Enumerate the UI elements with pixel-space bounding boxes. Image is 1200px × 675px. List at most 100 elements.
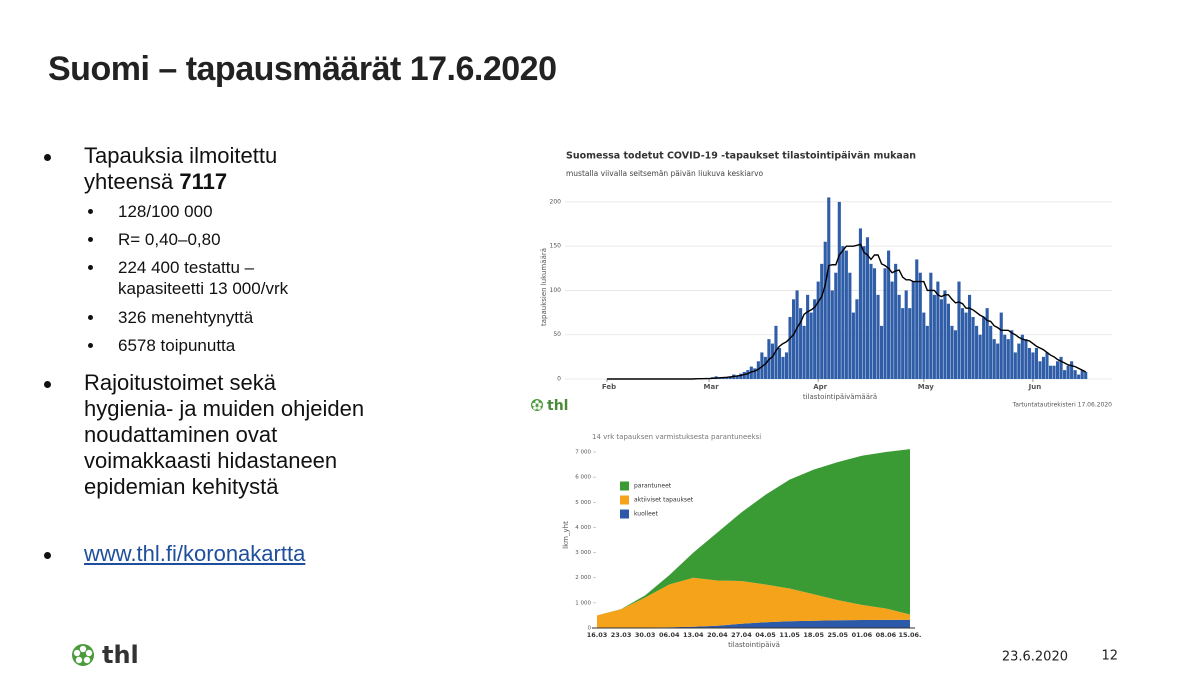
bullet xyxy=(44,552,51,559)
bar xyxy=(1052,365,1056,379)
bar xyxy=(908,308,912,379)
x-tick-label: Feb xyxy=(602,383,616,391)
y-tick-label: 6 000 xyxy=(575,475,591,481)
slide-title: Suomi – tapausmäärät 17.6.2020 xyxy=(48,50,557,88)
logo: thl xyxy=(102,641,139,669)
x-tick-label: May xyxy=(918,383,934,391)
bar xyxy=(989,325,993,379)
bullet-text: Tapauksia ilmoitettu yhteensä 7117 xyxy=(84,143,369,195)
x-tick-label: 13.04 xyxy=(683,631,704,639)
bar xyxy=(735,375,739,379)
y-tick-label: 150 xyxy=(550,243,562,250)
bullet-text: Rajoitustoimet sekä hygienia- ja muiden … xyxy=(84,370,365,499)
bar xyxy=(739,373,743,379)
legend-label: kuolleet xyxy=(634,511,658,518)
y-tick-label: 0 xyxy=(588,626,592,632)
bar xyxy=(841,246,845,379)
bar xyxy=(844,250,848,379)
bar xyxy=(1010,330,1014,379)
bar xyxy=(1077,374,1081,379)
bar xyxy=(792,299,796,379)
x-tick-label: Jun xyxy=(1028,383,1042,391)
bar xyxy=(1003,334,1007,379)
bar xyxy=(946,303,950,379)
x-tick-label: 16.03 xyxy=(587,631,608,639)
legend-label: parantuneet xyxy=(634,483,672,490)
x-tick-label: 06.04 xyxy=(659,631,680,639)
legend-swatch xyxy=(620,481,629,491)
bar xyxy=(996,343,1000,379)
bar xyxy=(890,281,894,379)
bar xyxy=(806,294,810,379)
chart-title: 14 vrk tapauksen varmistuksesta parantun… xyxy=(592,433,761,441)
x-tick-label: 01.06 xyxy=(852,631,873,639)
x-tick-label: 18.05 xyxy=(803,631,824,639)
bar xyxy=(809,312,813,379)
bar xyxy=(1020,334,1024,379)
bar xyxy=(880,325,884,379)
bar xyxy=(848,272,852,379)
bar xyxy=(922,312,926,379)
bar xyxy=(862,246,866,379)
bar xyxy=(1027,348,1031,379)
bar xyxy=(999,312,1003,379)
bar xyxy=(1034,348,1038,379)
bar xyxy=(957,281,961,379)
bar xyxy=(901,308,905,379)
bar xyxy=(1080,370,1084,379)
bar xyxy=(1056,361,1060,379)
chart-subtitle: mustalla viivalla seitsemän päivän liuku… xyxy=(566,169,764,178)
bar xyxy=(960,308,965,379)
bar xyxy=(858,228,862,379)
bar xyxy=(749,366,753,379)
bar xyxy=(939,299,943,379)
bar xyxy=(953,330,958,379)
y-tick-label: 3 000 xyxy=(575,550,591,556)
bar xyxy=(869,263,873,379)
bar xyxy=(1059,356,1063,379)
bar xyxy=(781,356,785,379)
y-tick-label: 7 000 xyxy=(575,450,591,456)
sub-bullet: 224 400 testattu – kapasiteetti 13 000/v… xyxy=(118,258,289,298)
y-axis-label: tapauksien lukumäärä xyxy=(540,248,548,326)
sub-bullet: 6578 toipunutta xyxy=(118,336,236,355)
x-tick-label: 25.05 xyxy=(827,631,848,639)
bar xyxy=(728,376,732,379)
bar xyxy=(1048,365,1053,379)
y-tick-label: 4 000 xyxy=(575,525,591,531)
bar xyxy=(897,294,901,379)
x-tick-label: 23.03 xyxy=(611,631,632,639)
bar xyxy=(855,299,859,379)
x-tick-label: 08.06 xyxy=(876,631,897,639)
chart-source: Tartuntatautirekisteri 17.06.2020 xyxy=(1012,402,1113,409)
link[interactable]: www.thl.fi/koronakartta xyxy=(84,541,306,566)
bullet xyxy=(88,209,93,214)
chart-logo-icon xyxy=(531,399,543,411)
page-number: 12 xyxy=(1101,649,1118,664)
bar xyxy=(777,348,782,379)
bar xyxy=(968,294,972,379)
y-tick-label: 2 000 xyxy=(575,575,591,581)
line xyxy=(607,243,1087,380)
bar xyxy=(975,325,979,379)
bar xyxy=(1017,343,1021,379)
bullet xyxy=(88,237,93,242)
bar xyxy=(784,352,789,379)
bar xyxy=(742,371,746,379)
bar xyxy=(760,352,764,379)
bar xyxy=(799,308,803,379)
bar xyxy=(788,317,792,379)
thl-logo-icon xyxy=(72,644,94,666)
bar xyxy=(837,201,841,379)
bar xyxy=(795,290,799,379)
bar xyxy=(1031,352,1035,379)
legend-label: aktiiviset tapaukset xyxy=(634,497,694,504)
bullet xyxy=(44,381,51,388)
bar xyxy=(1084,371,1088,379)
x-tick-label: 20.04 xyxy=(707,631,728,639)
bar xyxy=(1070,361,1074,379)
bar xyxy=(823,241,827,379)
bar xyxy=(1038,361,1042,379)
